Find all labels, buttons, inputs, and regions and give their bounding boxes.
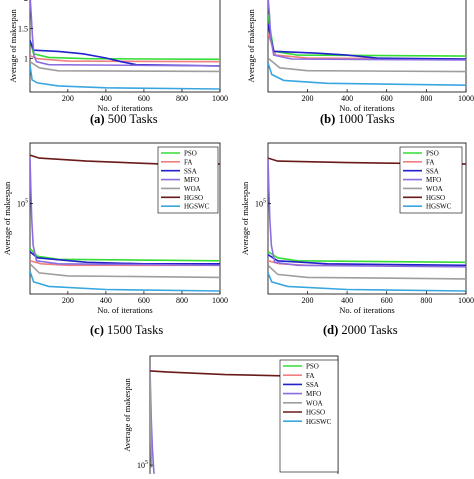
- legend-label-woa: WOA: [184, 185, 201, 193]
- x-tick-label-c: 1000: [212, 296, 228, 305]
- caption-b: (b) 1000 Tasks: [320, 112, 395, 127]
- caption-d: (d) 2000 Tasks: [323, 323, 398, 338]
- series-line-hgswc-d: [268, 272, 466, 292]
- y-tick-label-e: 105: [137, 460, 148, 470]
- legend-label-ssa: SSA: [306, 381, 319, 389]
- series-line-ssa-a: [30, 40, 220, 67]
- caption-c-text: 1500 Tasks: [107, 323, 164, 337]
- y-tick-label-a: 2: [24, 0, 28, 3]
- chart-a: 200 400 600 800 1000 2 1.5 1 No. of iterations Av…: [8, 0, 228, 113]
- series-line-pso-c: [30, 248, 220, 262]
- y-axis-title-b: Average of makespan: [246, 9, 256, 83]
- legend-label-ssa: SSA: [426, 167, 439, 175]
- caption-a-label: (a): [90, 112, 105, 126]
- y-tick-label-a: 1.5: [18, 24, 28, 33]
- x-tick-label-d: 1000: [458, 296, 474, 305]
- chart-b: 200 400 600 800 1000 No. of iterations Average…: [246, 0, 474, 113]
- series-line-pso-a: [30, 40, 220, 61]
- caption-a: (a) 500 Tasks: [90, 112, 158, 127]
- x-tick-label-b: 400: [341, 94, 353, 103]
- caption-b-label: (b): [320, 112, 336, 126]
- caption-d-label: (d): [323, 323, 339, 337]
- x-tick-label-a: 400: [100, 94, 112, 103]
- x-tick-label-c: 400: [100, 296, 112, 305]
- legend-label-mfo: MFO: [306, 390, 321, 398]
- legend-label-hgswc: HGSWC: [426, 203, 452, 211]
- legend-label-fa: FA: [184, 158, 192, 166]
- series-line-fa-a: [30, 54, 220, 63]
- series-line-hgswc-a: [30, 64, 220, 90]
- x-axis-title-c: No. of iterations: [97, 305, 152, 315]
- x-axis-title-a: No. of iterations: [97, 103, 152, 113]
- series-line-woa-b: [268, 57, 466, 73]
- series-line-mfo-a: [30, 0, 220, 67]
- x-tick-label-a: 200: [62, 94, 74, 103]
- x-tick-label-c: 200: [62, 296, 74, 305]
- legend-label-mfo: MFO: [426, 176, 441, 184]
- series-line-mfo-c: [30, 158, 220, 267]
- series-line-woa-e: [150, 370, 153, 468]
- legend-label-hgswc: HGSWC: [306, 418, 332, 426]
- series-line-hgswc-c: [30, 271, 220, 292]
- x-tick-label-d: 600: [381, 296, 393, 305]
- legend-label-hgso: HGSO: [306, 409, 325, 417]
- x-axis-title-d: No. of iterations: [339, 305, 394, 315]
- plot-frame-a: [29, 0, 221, 93]
- series-line-woa-c: [30, 263, 220, 279]
- legend-label-woa: WOA: [306, 399, 323, 407]
- x-tick-label-b: 200: [301, 94, 313, 103]
- plot-frame-b: [267, 0, 467, 93]
- caption-d-text: 2000 Tasks: [341, 323, 398, 337]
- legend-label-pso: PSO: [306, 363, 319, 371]
- y-tick-label-c: 105: [17, 198, 28, 208]
- legend-label-mfo: MFO: [184, 176, 199, 184]
- legend-label-pso: PSO: [426, 150, 439, 158]
- x-tick-label-b: 800: [420, 94, 432, 103]
- caption-c: (c) 1500 Tasks: [90, 323, 163, 338]
- series-line-mfo-b: [268, 0, 466, 61]
- y-axis-title-c: Average of makespan: [2, 181, 12, 255]
- series-line-woa-a: [30, 61, 220, 73]
- x-tick-label-d: 800: [420, 296, 432, 305]
- caption-c-label: (c): [90, 323, 104, 337]
- x-tick-label-d: 400: [341, 296, 353, 305]
- legend-label-hgso: HGSO: [184, 194, 203, 202]
- y-tick-label-a: 1: [24, 55, 28, 64]
- x-tick-label-a: 600: [138, 94, 150, 103]
- legend-label-fa: FA: [426, 158, 434, 166]
- series-line-woa-d: [268, 264, 466, 280]
- caption-a-text: 500 Tasks: [107, 112, 158, 126]
- legend-label-hgso: HGSO: [426, 194, 445, 202]
- legend-label-hgswc: HGSWC: [184, 203, 210, 211]
- x-tick-label-a: 800: [176, 94, 188, 103]
- legend-label-pso: PSO: [184, 150, 197, 158]
- chart-d: 200 400 600 800 1000 105 No. of iterations Aver…: [240, 142, 474, 315]
- x-tick-label-c: 800: [176, 296, 188, 305]
- legend-label-ssa: SSA: [184, 167, 197, 175]
- legend-label-woa: WOA: [426, 185, 443, 193]
- legend-label-fa: FA: [306, 372, 314, 380]
- caption-b-text: 1000 Tasks: [338, 112, 395, 126]
- x-tick-label-b: 600: [381, 94, 393, 103]
- series-line-mfo-d: [268, 158, 466, 268]
- y-axis-title-d: Average of makespan: [240, 181, 250, 255]
- x-tick-label-d: 200: [301, 296, 313, 305]
- chart-c: 200 400 600 800 1000 105 No. of iterations Aver…: [2, 142, 228, 315]
- x-tick-label-a: 1000: [212, 94, 228, 103]
- y-axis-title-e: Average of makespan: [122, 378, 132, 452]
- series-line-ssa-d: [268, 254, 466, 267]
- y-axis-title-a: Average of makespan: [8, 9, 18, 83]
- y-tick-label-d: 105: [255, 198, 266, 208]
- x-tick-label-c: 600: [138, 296, 150, 305]
- series-line-hgswc-b: [268, 62, 466, 86]
- x-tick-label-b: 1000: [458, 94, 474, 103]
- x-axis-title-b: No. of iterations: [339, 103, 394, 113]
